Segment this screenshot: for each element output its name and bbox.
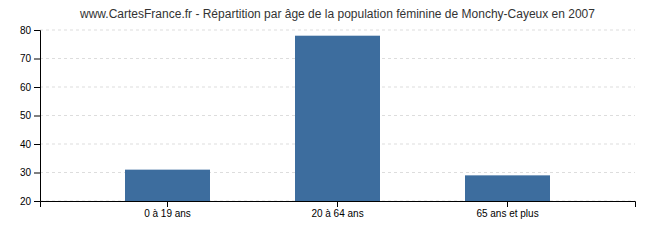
- y-tick-label: 30: [20, 167, 32, 178]
- plot: 20 30 40 50 60 70 80 0 à 19 ans 20 à 64 ans 65 an…: [20, 25, 636, 219]
- bar: [465, 175, 550, 201]
- y-tick-label: 60: [20, 82, 32, 93]
- y-tick-label: 80: [20, 25, 32, 36]
- bar: [295, 36, 380, 201]
- x-tick-label: 65 ans et plus: [476, 208, 538, 219]
- y-tick-label: 40: [20, 139, 32, 150]
- y-tick-mark: [34, 173, 40, 174]
- y-tick-mark: [34, 87, 40, 88]
- grid: [40, 30, 635, 201]
- bar: [125, 170, 210, 201]
- x-tick-label: 0 à 19 ans: [144, 208, 191, 219]
- y-tick: 50: [20, 110, 40, 121]
- y-tick-mark: [34, 59, 40, 60]
- y-tick: 30: [20, 167, 40, 178]
- y-tick: 70: [20, 53, 40, 64]
- x-tick-mark: [167, 201, 168, 207]
- y-tick: 20: [20, 196, 40, 207]
- y-axis: 20 30 40 50 60 70 80: [20, 25, 41, 207]
- x-axis-line: [41, 202, 636, 208]
- y-tick-mark: [34, 144, 40, 145]
- y-tick: 60: [20, 82, 40, 93]
- y-tick-label: 70: [20, 53, 32, 64]
- y-tick-mark: [34, 116, 40, 117]
- y-tick-label: 50: [20, 110, 32, 121]
- y-tick: 40: [20, 139, 40, 150]
- x-tick-mark: [507, 201, 508, 207]
- y-tick-label: 20: [20, 196, 32, 207]
- grid-line: [40, 30, 635, 31]
- x-tick-label: 20 à 64 ans: [311, 208, 363, 219]
- x-axis: 0 à 19 ans 20 à 64 ans 65 ans et plus: [41, 201, 636, 219]
- title: www.CartesFrance.fr - Répartition par âg…: [79, 7, 595, 21]
- x-tick: 65 ans et plus: [476, 201, 538, 219]
- x-tick-mark: [337, 201, 338, 207]
- bars: [125, 36, 550, 201]
- chart: 20 30 40 50 60 70 80 0 à 19 ans 20 à 64 ans 65 an…: [0, 0, 650, 229]
- y-axis-line: [34, 31, 41, 202]
- y-tick-mark: [34, 30, 40, 31]
- y-tick-mark: [34, 201, 40, 202]
- y-tick: 80: [20, 25, 40, 36]
- x-tick: 20 à 64 ans: [311, 201, 363, 219]
- x-tick: 0 à 19 ans: [144, 201, 191, 219]
